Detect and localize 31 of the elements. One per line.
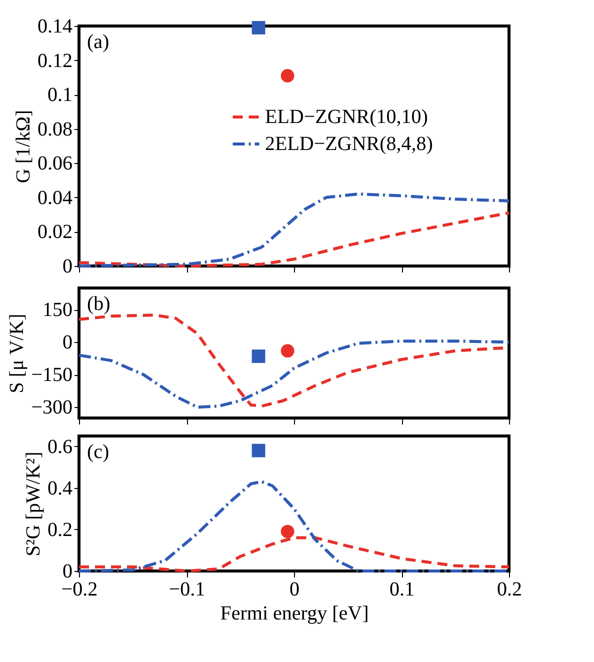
y-tick-label: 0.02 <box>38 221 72 244</box>
x-tick-label: −0.1 <box>168 578 206 600</box>
y-tick-label: 0.04 <box>38 186 72 209</box>
y-tick-label: 0.4 <box>48 477 72 500</box>
x-tick-label: 0 <box>290 578 300 600</box>
x-tick-label: 0.2 <box>497 578 522 600</box>
annotation: (c) <box>87 441 110 463</box>
y-tick-label: 0.1 <box>48 84 72 106</box>
y-tick-label: −150 <box>31 364 72 386</box>
y-axis-title: G [1/kΩ] <box>12 110 34 184</box>
y-tick-label: 0 <box>62 256 72 278</box>
y-tick-label: 0.2 <box>48 518 72 541</box>
y-tick-label: −300 <box>31 396 72 419</box>
line-series <box>78 192 510 268</box>
annotation: (a) <box>87 31 110 53</box>
y-tick-label: 150 <box>42 299 72 322</box>
line-series <box>78 340 510 409</box>
y-tick-label: 0.14 <box>38 16 72 38</box>
annotation: (b) <box>87 293 110 315</box>
y-tick-label: 0.08 <box>38 118 72 140</box>
x-tick-label: 0.1 <box>390 578 414 600</box>
legend-label: ELD−ZGNR(10,10) <box>265 106 428 128</box>
y-axis-title: S [μ V/K] <box>6 314 28 394</box>
y-tick-label: 0 <box>62 332 72 354</box>
y-tick-label: 0.6 <box>48 436 72 458</box>
line-series <box>78 211 510 268</box>
y-tick-label: 0.12 <box>38 50 72 72</box>
y-tick-label: 0.06 <box>38 152 72 175</box>
legend-label: 2ELD−ZGNR(8,4,8) <box>265 133 433 155</box>
x-axis-title: Fermi energy [eV] <box>220 602 369 624</box>
y-axis-title: S²G [pW/K²] <box>22 452 44 556</box>
